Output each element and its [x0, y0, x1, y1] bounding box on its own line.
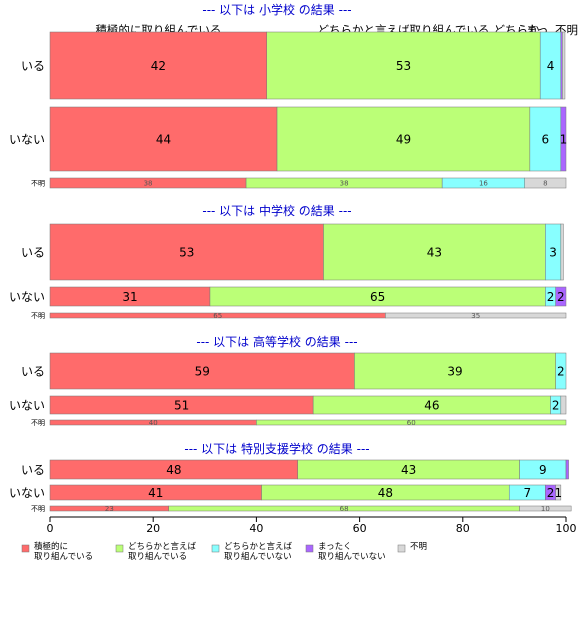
row-label: いる — [21, 246, 45, 260]
bar-segment — [385, 312, 567, 319]
data-label: 40 — [149, 419, 158, 427]
data-label: 1 — [560, 133, 568, 147]
legend-swatch — [21, 544, 30, 553]
x-tick-label: 80 — [456, 522, 470, 535]
data-label: 3 — [549, 246, 557, 260]
data-label: 44 — [156, 133, 171, 147]
legend-swatch — [397, 544, 406, 553]
x-tick-label: 20 — [146, 522, 160, 535]
legend-swatch — [115, 544, 124, 553]
data-label: 68 — [340, 505, 349, 513]
x-tick-label: 100 — [556, 522, 577, 535]
bar-segment — [49, 223, 324, 281]
legend-swatch — [305, 544, 314, 553]
data-label: 1 — [554, 486, 562, 500]
data-label: 41 — [148, 486, 163, 500]
data-label: 4 — [547, 59, 555, 73]
bar-segment — [519, 505, 572, 512]
data-label: 7 — [523, 486, 531, 500]
data-label: 23 — [105, 505, 114, 513]
row-label: 不明 — [31, 312, 45, 320]
panel-title: --- 以下は 高等学校 の結果 --- — [196, 334, 357, 349]
bar-segment — [256, 419, 567, 426]
row-label: 不明 — [31, 180, 45, 188]
data-label: 9 — [539, 463, 547, 477]
legend-label: どちらかと言えば — [224, 541, 293, 552]
data-label: 8 — [543, 180, 547, 188]
row-label: 不明 — [31, 505, 45, 513]
data-label: 43 — [427, 246, 442, 260]
data-label: 31 — [122, 290, 137, 304]
data-label: 42 — [151, 59, 166, 73]
row-label: いない — [9, 290, 45, 304]
legend-swatch — [211, 544, 220, 553]
bar-segment — [555, 484, 562, 501]
bar-segment — [323, 223, 546, 281]
legend-label: どちらかと言えば — [128, 541, 197, 552]
data-label: 10 — [541, 505, 550, 513]
x-tick-label: 60 — [353, 522, 367, 535]
x-tick-label: 40 — [249, 522, 263, 535]
bar-segment — [49, 352, 355, 390]
legend-label: 取り組んでいる — [34, 551, 93, 562]
panel-title: --- 以下は 小学校 の結果 --- — [202, 2, 351, 17]
data-label: 60 — [407, 419, 416, 427]
data-label: 2 — [547, 486, 555, 500]
bar-segment — [49, 31, 267, 100]
bar-segment — [524, 177, 567, 189]
bar-segment — [354, 352, 556, 390]
data-label: 38 — [144, 180, 153, 188]
data-label: 65 — [370, 290, 385, 304]
bar-segment — [562, 31, 566, 100]
bar-segment — [49, 106, 278, 172]
data-label: 51 — [174, 399, 189, 413]
legend-label: 取り組んでいる — [128, 551, 187, 562]
row-label: いない — [9, 486, 45, 500]
legend-label: 積極的に — [34, 541, 68, 552]
row-label: いる — [21, 59, 45, 73]
bar-segment — [276, 106, 531, 172]
data-label: 53 — [179, 246, 194, 260]
data-label: 43 — [401, 463, 416, 477]
row-label: 不明 — [31, 419, 45, 427]
data-label: 2 — [557, 365, 565, 379]
bar-segment — [560, 395, 567, 415]
row-label: いない — [9, 399, 45, 413]
legend-label: まったく — [318, 542, 352, 552]
data-label: 46 — [424, 399, 439, 413]
data-label: 53 — [396, 59, 411, 73]
data-label: 2 — [547, 290, 555, 304]
legend-label: 不明 — [410, 542, 427, 552]
x-tick-label: 0 — [47, 522, 54, 535]
data-label: 2 — [557, 290, 565, 304]
data-label: 49 — [396, 133, 411, 147]
bar-segment — [529, 106, 562, 172]
bar-segment — [266, 31, 541, 100]
data-label: 16 — [479, 180, 488, 188]
bar-segment — [555, 352, 567, 390]
data-label: 6 — [542, 133, 550, 147]
data-label: 48 — [378, 486, 393, 500]
data-label: 2 — [552, 399, 560, 413]
legend-label: 取り組んでいない — [318, 551, 386, 562]
panel-title: --- 以下は 特別支援学校 の結果 --- — [184, 441, 369, 456]
bar-segment — [560, 223, 564, 281]
data-label: 38 — [340, 180, 349, 188]
panel-title: --- 以下は 中学校 の結果 --- — [202, 203, 351, 218]
data-label: 48 — [166, 463, 181, 477]
row-label: いない — [9, 133, 45, 147]
data-label: 59 — [195, 365, 210, 379]
legend-label: 取り組んでいない — [224, 551, 292, 562]
bar-segment — [565, 459, 569, 480]
row-label: いる — [21, 365, 45, 379]
data-label: 35 — [471, 312, 480, 320]
data-label: 39 — [447, 365, 462, 379]
data-label: 65 — [213, 312, 222, 320]
row-label: いる — [21, 463, 45, 477]
bar-segment — [555, 286, 567, 307]
bar-segment — [560, 106, 567, 172]
